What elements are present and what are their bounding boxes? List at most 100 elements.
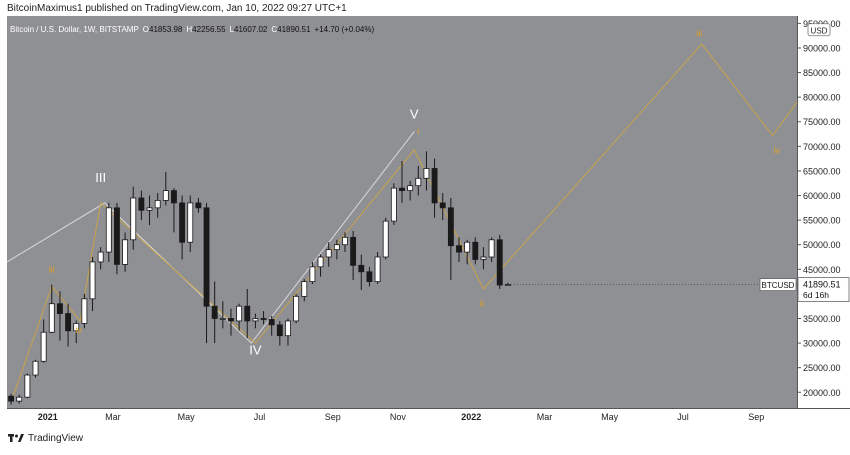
candle-body [342,236,348,246]
candle-body [219,318,226,320]
wave-label-white: III [95,170,106,185]
price-tick-label: 85000.00 [803,68,841,78]
price-tick-label: 55000.00 [803,216,841,226]
candle-body [285,320,291,337]
wave-label-orange: i [417,126,419,136]
close-label: C [271,25,277,34]
close-value: 41890.51 [277,25,311,34]
publish-info: BitcoinMaximus1 published on TradingView… [7,3,347,14]
candle-body [16,396,23,402]
candle-body [464,241,471,253]
tradingview-logo-icon [8,434,24,442]
candle-body [366,271,373,282]
candle-body [130,197,137,241]
candle-body [105,207,112,253]
candle-body [195,202,202,209]
candle-body [496,239,503,286]
candle-body [65,313,72,332]
time-tick-label: Nov [390,412,407,422]
candle-body [179,202,186,243]
candle-body [24,374,31,398]
candle-body [301,281,308,297]
candle-body [138,197,145,211]
currency-badge [807,23,831,37]
candle-body [8,395,14,402]
candle-body [211,305,218,319]
price-tick-label: 45000.00 [803,265,841,275]
symbol-tag-label: BTCUSD [762,281,795,290]
symbol-ohlc-line: Bitcoin / U.S. Dollar, 1W, BITSTAMP O4185… [10,25,374,34]
candle-body [456,245,462,253]
wave-label-white: V [410,106,419,121]
candle-body [325,249,332,258]
candle-body [146,207,153,211]
candle-body [480,256,487,260]
time-tick-label: Mar [537,412,553,422]
candle-body [73,323,80,332]
price-tick-label: 30000.00 [803,339,841,349]
candle-body [309,266,316,282]
price-tick-label: 20000.00 [803,388,841,398]
candle-body [382,220,389,258]
open-label: O [143,25,149,34]
price-tick-label: 80000.00 [803,93,841,103]
candle-body [252,318,259,322]
footer: TradingView [8,431,83,445]
wave-label-orange: iv [75,325,82,335]
candle-body [244,305,251,322]
low-value: 41607.02 [234,25,268,34]
high-value: 42256.55 [192,25,226,34]
wave-label-orange: ii [480,299,484,309]
price-tag-countdown: 6d 16h [803,290,829,300]
high-label: H [186,25,192,34]
candle-body [32,360,39,376]
time-tick-label: Jul [677,412,689,422]
candle-body [293,295,300,322]
candle-body [203,207,210,307]
candle-body [260,318,267,320]
candle-body [488,239,495,258]
candle-body [423,168,430,179]
candle-body [399,187,405,192]
open-value: 41853.98 [149,25,183,34]
candle-body [236,305,243,322]
candle-body [187,202,194,243]
candle-body [407,185,414,192]
time-axis-background [7,408,797,426]
price-tick-label: 35000.00 [803,314,841,324]
time-tick-label: 2022 [461,412,481,422]
candle-body [431,168,438,204]
price-tick-label: 65000.00 [803,166,841,176]
time-tick-label: May [178,412,196,422]
candle-body [333,244,340,251]
candle-body [97,251,104,263]
candle-body [228,318,234,322]
candle-body [472,241,479,260]
low-label: L [230,25,235,34]
candle-body [276,324,283,337]
wave-label-white: IV [249,342,262,357]
candle-body [122,239,129,265]
change-value: +14.70 (+0.04%) [315,25,375,34]
candle-body [40,331,47,362]
candle-body [374,256,381,282]
candle-body [162,190,169,201]
time-tick-label: May [601,412,619,422]
candle-body [390,187,397,222]
currency-label: USD [811,26,828,35]
candle-body [81,298,88,324]
price-tag-value: 41890.51 [803,280,841,290]
time-tick-label: Sep [325,412,341,422]
candle-body [447,207,454,247]
candle-body [89,261,96,300]
price-axis-background [797,16,850,408]
price-tick-label: 60000.00 [803,191,841,201]
symbol-name: Bitcoin / U.S. Dollar, 1W, BITSTAMP [10,25,139,34]
time-tick-label: Sep [748,412,764,422]
candle-body [48,303,55,333]
candle-body [268,319,275,326]
wave-label-orange: iii [696,29,702,39]
price-tag [797,277,850,302]
